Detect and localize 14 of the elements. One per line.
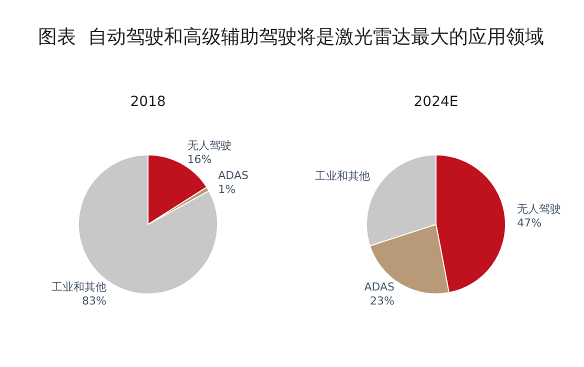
slice-label: 工业和其他 (315, 169, 370, 182)
slice-label: ADAS (364, 280, 395, 294)
chart-title: 2018 (130, 94, 166, 110)
chart-title: 2024E (414, 94, 458, 110)
text: 图表 自动驾驶和高级辅助驾驶将是激光雷达最大的应用领域 (37, 25, 546, 50)
data-label: 83% (82, 294, 107, 308)
slice-label: 无人驾驶 (517, 202, 562, 216)
slice-label: 无人驾驶 (187, 138, 232, 152)
slice-label: ADAS (218, 168, 248, 182)
data-label: 16% (187, 152, 212, 166)
slice-label: 工业和其他 (52, 280, 107, 294)
data-label: 23% (370, 294, 395, 308)
data-label: 47% (517, 216, 542, 230)
data-label: 1% (218, 182, 236, 196)
